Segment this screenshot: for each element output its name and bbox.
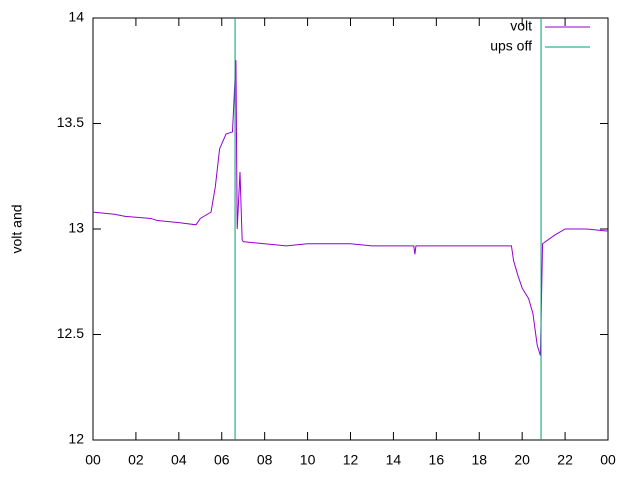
x-tick-label: 12 bbox=[343, 452, 359, 468]
y-tick-label: 14 bbox=[68, 9, 84, 25]
x-tick-label: 04 bbox=[171, 452, 187, 468]
x-tick-label: 00 bbox=[600, 452, 616, 468]
x-tick-label: 14 bbox=[386, 452, 402, 468]
volt-line bbox=[92, 60, 609, 356]
x-tick-label: 06 bbox=[214, 452, 230, 468]
y-tick-label: 12.5 bbox=[57, 325, 84, 341]
y-tick-label: 12 bbox=[68, 431, 84, 447]
x-tick-label: 00 bbox=[85, 452, 101, 468]
x-tick-label: 16 bbox=[429, 452, 445, 468]
x-tick-label: 10 bbox=[300, 452, 316, 468]
plot-border bbox=[92, 17, 609, 441]
legend-label: volt bbox=[510, 18, 532, 34]
y-axis-label: volt and bbox=[9, 204, 25, 253]
x-tick-label: 22 bbox=[557, 452, 573, 468]
x-tick-label: 20 bbox=[514, 452, 530, 468]
x-tick-label: 02 bbox=[128, 452, 144, 468]
y-tick-label: 13.5 bbox=[57, 114, 84, 130]
x-tick-label: 08 bbox=[257, 452, 273, 468]
y-tick-label: 13 bbox=[68, 220, 84, 236]
x-tick-label: 18 bbox=[471, 452, 487, 468]
legend-label: ups off bbox=[490, 38, 532, 54]
